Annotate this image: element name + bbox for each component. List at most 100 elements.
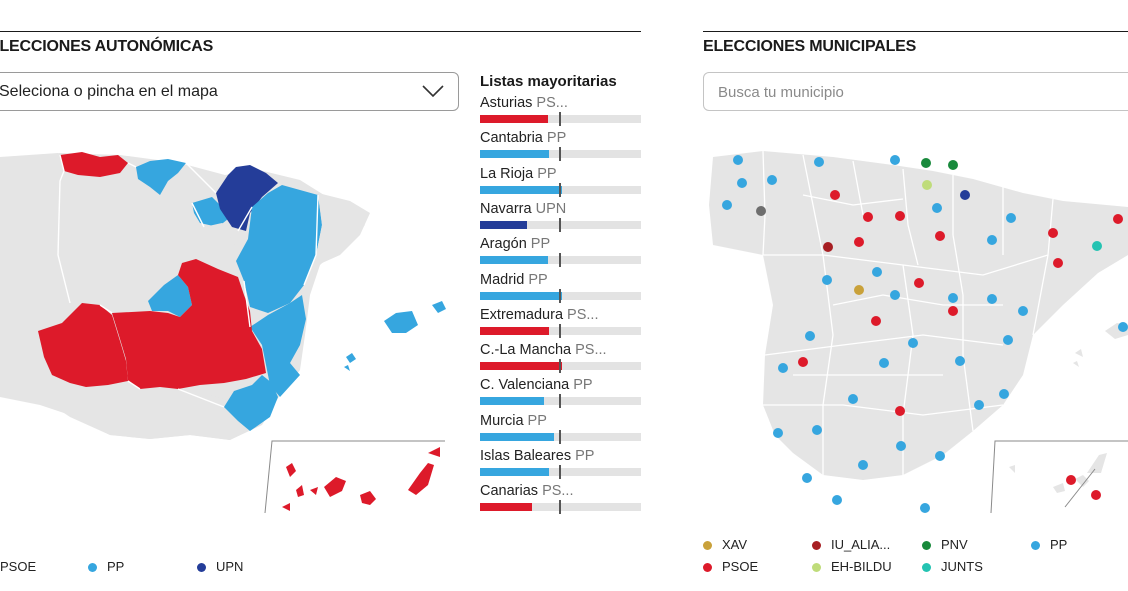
region-galicia[interactable] bbox=[0, 153, 66, 217]
municipality-marker[interactable] bbox=[854, 237, 864, 247]
municipality-marker[interactable] bbox=[1091, 490, 1101, 500]
municipality-marker[interactable] bbox=[1048, 228, 1058, 238]
municipality-marker[interactable] bbox=[922, 180, 932, 190]
majority-list-row[interactable]: Extremadura PS... bbox=[480, 307, 641, 340]
region-madrid[interactable] bbox=[148, 275, 192, 317]
municipality-marker[interactable] bbox=[914, 278, 924, 288]
municipality-marker[interactable] bbox=[1006, 213, 1016, 223]
municipality-marker[interactable] bbox=[767, 175, 777, 185]
chevron-down-icon bbox=[422, 85, 444, 98]
municipality-marker[interactable] bbox=[1118, 322, 1128, 332]
municipality-marker[interactable] bbox=[1053, 258, 1063, 268]
majority-list-label: C. Valenciana PP bbox=[480, 377, 593, 393]
municipality-marker[interactable] bbox=[987, 235, 997, 245]
majority-list-row[interactable]: Asturias PS... bbox=[480, 95, 641, 128]
municipality-marker[interactable] bbox=[1066, 475, 1076, 485]
party-abbr: PS... bbox=[567, 306, 599, 323]
municipality-marker[interactable] bbox=[896, 441, 906, 451]
majority-list-row[interactable]: Aragón PP bbox=[480, 236, 641, 269]
municipality-marker[interactable] bbox=[778, 363, 788, 373]
region-baleares[interactable] bbox=[344, 301, 446, 371]
region-canarias[interactable] bbox=[282, 447, 440, 511]
legend-label: PSOE bbox=[0, 559, 37, 574]
majority-list-row[interactable]: Canarias PS... bbox=[480, 483, 641, 516]
municipality-marker[interactable] bbox=[872, 267, 882, 277]
region-select[interactable]: Seleciona o pincha en el mapa bbox=[0, 72, 459, 111]
region-extremadura[interactable] bbox=[38, 303, 128, 387]
municipality-marker[interactable] bbox=[895, 406, 905, 416]
municipality-marker[interactable] bbox=[895, 211, 905, 221]
region-castilla-la-mancha[interactable] bbox=[112, 259, 266, 389]
majority-list-row[interactable]: Madrid PP bbox=[480, 272, 641, 305]
majority-list-row[interactable]: Murcia PP bbox=[480, 413, 641, 446]
municipality-marker[interactable] bbox=[955, 356, 965, 366]
municipality-marker[interactable] bbox=[999, 389, 1009, 399]
municipality-marker[interactable] bbox=[1092, 241, 1102, 251]
municipality-marker[interactable] bbox=[756, 206, 766, 216]
majority-bar-fill bbox=[480, 362, 563, 371]
region-valenciana[interactable] bbox=[250, 295, 306, 397]
municipality-marker[interactable] bbox=[814, 157, 824, 167]
majority-list-row[interactable]: Islas Baleares PP bbox=[480, 448, 641, 481]
municipality-marker[interactable] bbox=[812, 425, 822, 435]
majority-list-row[interactable]: Cantabria PP bbox=[480, 130, 641, 163]
municipality-marker[interactable] bbox=[1003, 335, 1013, 345]
municipality-marker[interactable] bbox=[863, 212, 873, 222]
municipality-marker[interactable] bbox=[921, 158, 931, 168]
municipality-marker[interactable] bbox=[890, 290, 900, 300]
municipality-marker[interactable] bbox=[822, 275, 832, 285]
municipality-marker[interactable] bbox=[948, 293, 958, 303]
municipality-marker[interactable] bbox=[858, 460, 868, 470]
municipality-marker[interactable] bbox=[935, 451, 945, 461]
party-abbr: PP bbox=[527, 412, 547, 429]
municipality-marker[interactable] bbox=[960, 190, 970, 200]
municipality-marker[interactable] bbox=[830, 190, 840, 200]
municipality-marker[interactable] bbox=[987, 294, 997, 304]
majority-bar-track bbox=[480, 359, 641, 374]
municipality-marker[interactable] bbox=[932, 203, 942, 213]
municipality-marker[interactable] bbox=[871, 316, 881, 326]
legend-item: UPN bbox=[197, 559, 243, 574]
municipality-marker[interactable] bbox=[1113, 214, 1123, 224]
municipality-marker[interactable] bbox=[920, 503, 930, 513]
municipality-marker[interactable] bbox=[773, 428, 783, 438]
municipality-marker[interactable] bbox=[733, 155, 743, 165]
municipality-marker[interactable] bbox=[802, 473, 812, 483]
municipality-marker[interactable] bbox=[832, 495, 842, 505]
region-aragon[interactable] bbox=[236, 185, 322, 313]
municipality-marker[interactable] bbox=[879, 358, 889, 368]
municipio-search-input[interactable] bbox=[718, 82, 1108, 102]
region-navarra[interactable] bbox=[216, 165, 278, 231]
municipality-marker[interactable] bbox=[798, 357, 808, 367]
legend-item: PP bbox=[88, 559, 124, 574]
majority-list-row[interactable]: C.-La Mancha PS... bbox=[480, 342, 641, 375]
majority-threshold-marker bbox=[559, 429, 561, 444]
municipality-marker[interactable] bbox=[908, 338, 918, 348]
municipality-marker[interactable] bbox=[823, 242, 833, 252]
municipio-search[interactable] bbox=[703, 72, 1128, 111]
region-name: Navarra bbox=[480, 200, 532, 217]
region-cantabria[interactable] bbox=[136, 159, 186, 195]
majority-list-row[interactable]: Navarra UPN bbox=[480, 201, 641, 234]
municipality-marker[interactable] bbox=[948, 160, 958, 170]
region-cataluna[interactable] bbox=[316, 193, 370, 263]
municipality-marker[interactable] bbox=[854, 285, 864, 295]
municipality-marker[interactable] bbox=[974, 400, 984, 410]
majority-list-row[interactable]: La Rioja PP bbox=[480, 166, 641, 199]
municipality-marker[interactable] bbox=[1018, 306, 1028, 316]
majority-list-row[interactable]: C. Valenciana PP bbox=[480, 377, 641, 410]
municipality-marker[interactable] bbox=[848, 394, 858, 404]
municipality-marker[interactable] bbox=[737, 178, 747, 188]
municipality-marker[interactable] bbox=[890, 155, 900, 165]
municipality-marker[interactable] bbox=[722, 200, 732, 210]
region-name: Extremadura bbox=[480, 306, 564, 323]
legend-dot-icon bbox=[197, 563, 206, 572]
municipality-marker[interactable] bbox=[805, 331, 815, 341]
region-asturias[interactable] bbox=[60, 152, 128, 177]
municipality-marker[interactable] bbox=[948, 306, 958, 316]
region-andalucia[interactable] bbox=[40, 381, 250, 440]
region-la-rioja[interactable] bbox=[204, 223, 238, 237]
region-murcia[interactable] bbox=[224, 375, 278, 431]
majority-list-label: Cantabria PP bbox=[480, 130, 566, 146]
municipality-marker[interactable] bbox=[935, 231, 945, 241]
